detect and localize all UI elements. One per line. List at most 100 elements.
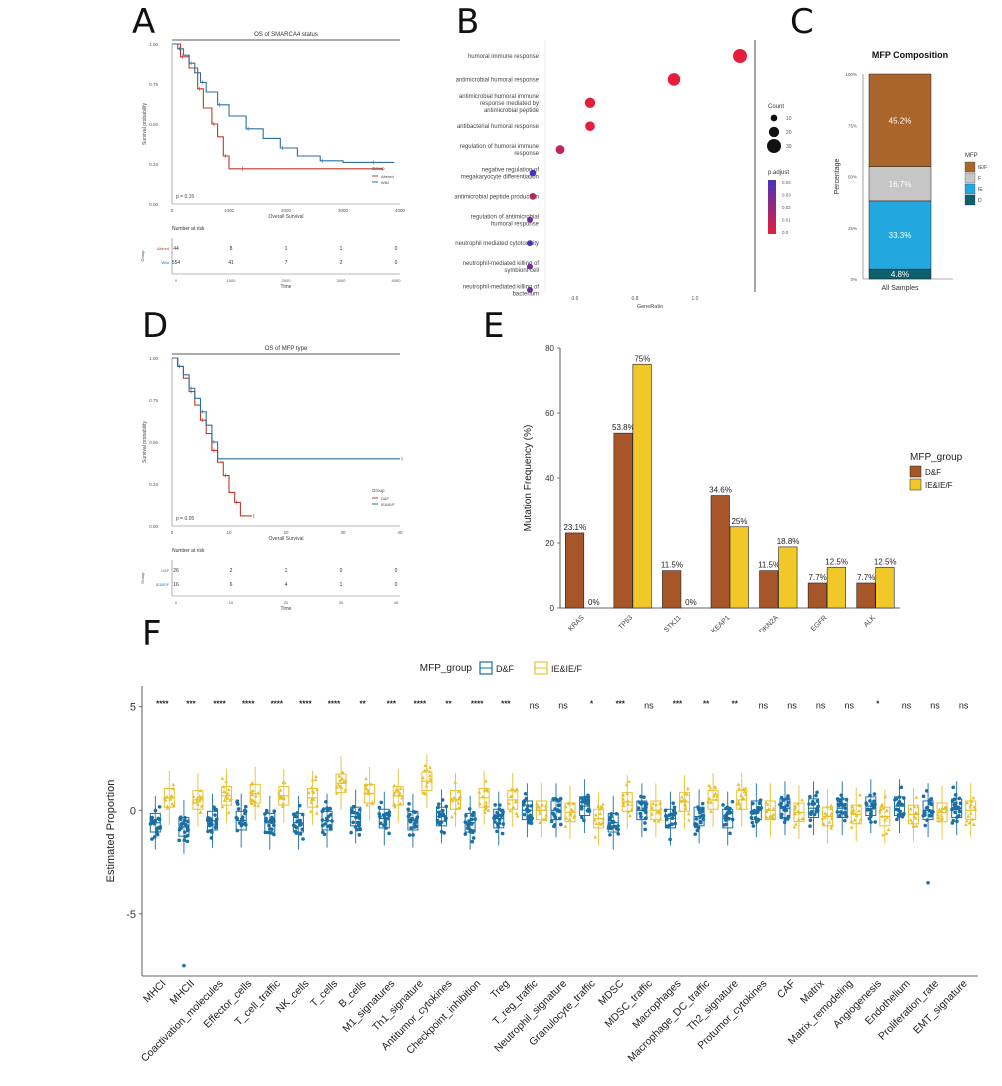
box-point <box>912 814 916 818</box>
box-category: CAF <box>775 978 798 1001</box>
box-point <box>240 816 244 821</box>
box-significance: **** <box>414 700 427 709</box>
box-point <box>293 824 297 829</box>
box-point <box>357 813 361 817</box>
box-point <box>544 804 548 808</box>
box-point <box>465 826 470 830</box>
box-point <box>292 812 297 817</box>
comp-legend-label: F <box>978 176 981 182</box>
box-legend-title: MFP_group <box>420 663 473 674</box>
box-significance: **** <box>299 700 312 709</box>
box-point <box>315 803 319 808</box>
panel-label-c: C <box>790 2 814 42</box>
box-point <box>558 796 563 801</box>
box-point <box>879 803 884 807</box>
box-point <box>740 796 745 800</box>
box-point <box>599 804 603 809</box>
box-point <box>450 799 455 803</box>
box-point <box>723 816 728 820</box>
box-category: T_cells <box>308 978 340 1010</box>
box-point <box>424 784 429 788</box>
box-point <box>842 818 847 823</box>
dot-term-label: antimicrobial peptide production <box>454 194 539 200</box>
box-point <box>808 794 812 799</box>
box-point <box>815 790 819 795</box>
box-point <box>793 807 797 811</box>
box-point <box>698 810 702 815</box>
risk-x-tick: 40 <box>394 600 399 605</box>
box-point <box>354 815 359 820</box>
mut-bar-label: 11.5% <box>661 561 683 570</box>
mut-bar <box>826 567 846 609</box>
box-point <box>663 808 668 813</box>
box-point <box>309 809 313 813</box>
box-point <box>199 796 203 801</box>
box-point <box>249 782 254 786</box>
box-point <box>909 807 913 811</box>
box-point <box>557 809 561 814</box>
box-point <box>484 800 488 804</box>
mut-bar-label: 12.5% <box>874 557 897 566</box>
km-y-tick: 0.75 <box>149 398 158 403</box>
risk-cell: 1 <box>285 568 288 574</box>
box-point <box>357 816 362 820</box>
box-point <box>910 820 914 825</box>
box-point <box>786 796 790 801</box>
box-point <box>483 810 487 814</box>
box-point <box>756 808 761 812</box>
risk-cell: 2 <box>230 568 233 574</box>
box-point <box>857 803 862 808</box>
box-point <box>873 802 877 807</box>
box-y-tick: 0 <box>130 805 136 817</box>
box-point <box>222 798 227 802</box>
mut-bar-label: 0% <box>588 598 600 607</box>
box-y-tick: -5 <box>126 909 136 921</box>
box-point <box>967 820 972 825</box>
box-point <box>225 791 230 795</box>
risk-cell: 1 <box>340 246 343 252</box>
mut-bar-label: 7.7% <box>809 573 827 582</box>
box-point <box>326 824 330 829</box>
box-significance: * <box>876 700 880 709</box>
box-point <box>463 820 468 824</box>
box-point <box>281 801 285 806</box>
dot-point <box>585 121 595 131</box>
color-legend-label: 0.01 <box>782 218 791 223</box>
box-point <box>766 802 770 806</box>
box-point <box>858 817 863 821</box>
risk-x-tick: 3000 <box>337 278 347 283</box>
box-point <box>315 787 320 792</box>
box-point <box>165 804 170 808</box>
box-point <box>328 812 333 817</box>
box-point <box>509 788 514 792</box>
box-point <box>314 811 319 815</box>
box-point <box>251 788 255 793</box>
box-significance: ns <box>644 701 654 711</box>
box-point <box>724 806 728 811</box>
box-point <box>869 811 873 816</box>
box-point <box>168 797 173 801</box>
box-point <box>957 806 961 811</box>
box-point <box>921 813 926 818</box>
risk-row-name: Wild <box>162 261 169 265</box>
mut-bar <box>613 432 633 609</box>
box-point <box>572 815 576 820</box>
dot-point <box>527 263 533 270</box>
mut-bar <box>875 567 895 609</box>
mut-category: KRAS <box>567 614 586 632</box>
box-point <box>558 822 563 827</box>
box-point <box>243 804 248 809</box>
box-point <box>700 801 705 806</box>
box-point <box>568 811 572 815</box>
box-point <box>668 837 672 842</box>
box-point <box>179 817 183 822</box>
box-point <box>456 789 461 794</box>
box-point <box>212 805 216 809</box>
box-point <box>701 814 706 818</box>
box-point <box>467 807 472 811</box>
box-point <box>343 788 347 792</box>
box-point <box>278 788 283 792</box>
box-point <box>363 791 367 795</box>
dot-point <box>584 97 596 108</box>
box-point <box>397 793 402 797</box>
